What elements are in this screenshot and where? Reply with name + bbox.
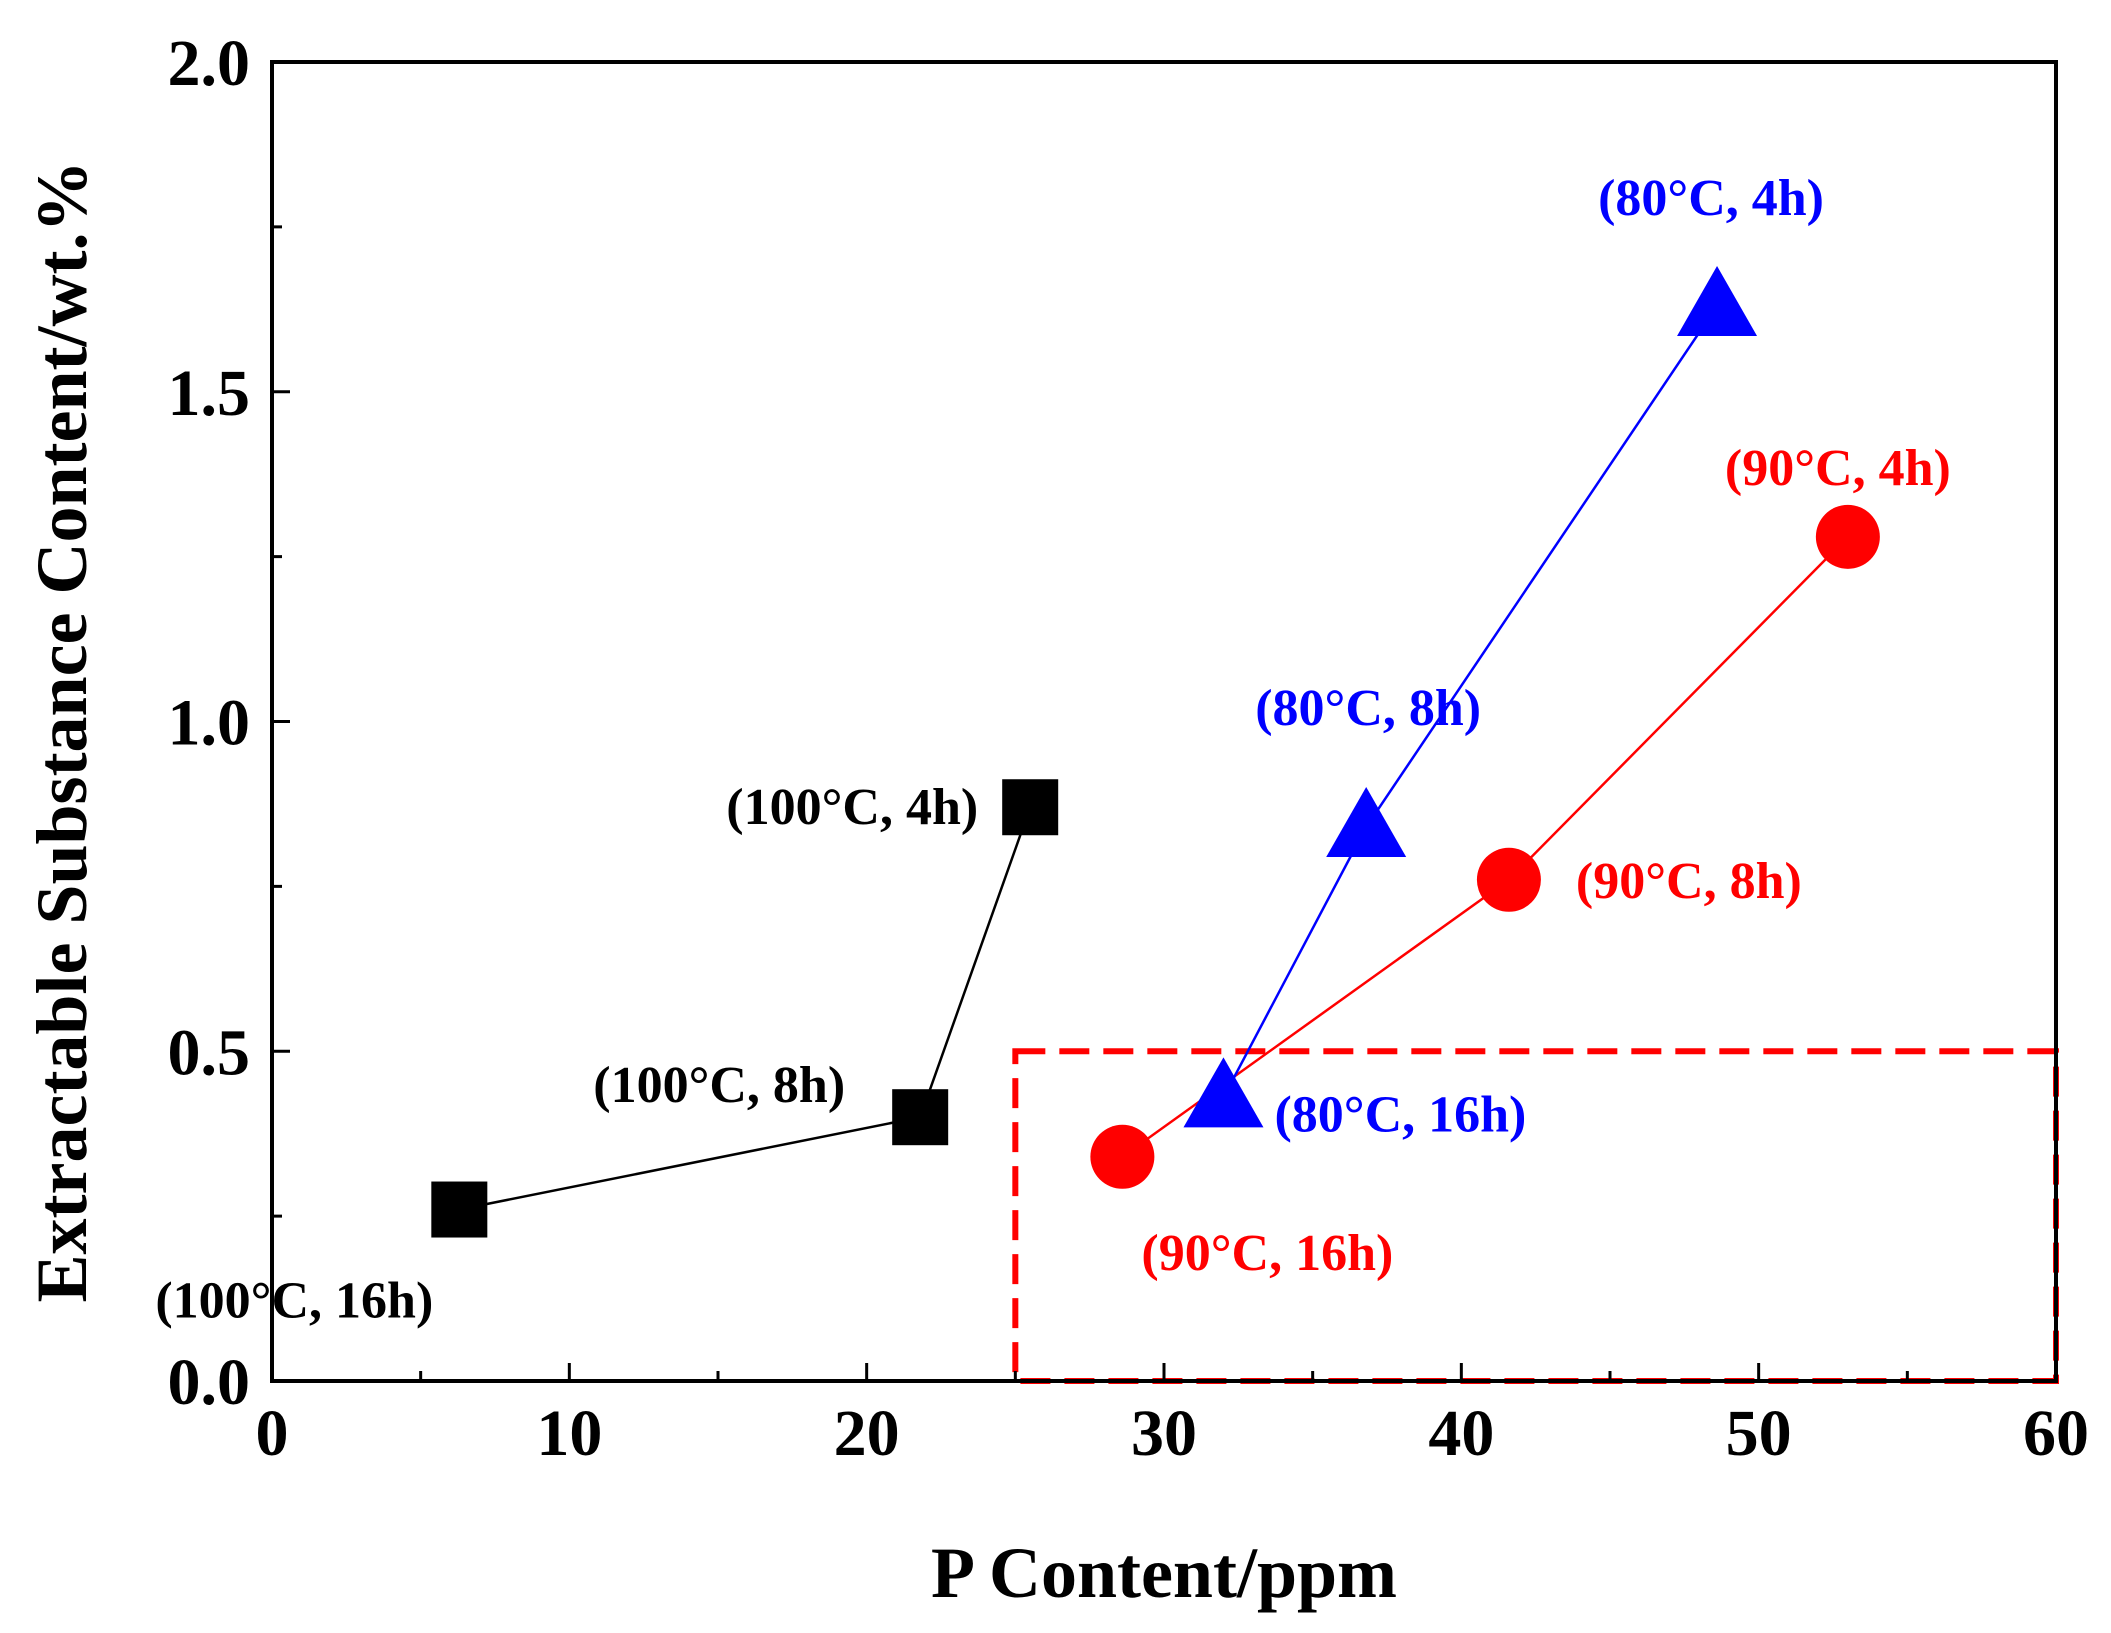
series-triangle-line-segment-2 [1365,305,1719,828]
triangle-point-label-1: (80°C, 16h) [1274,1086,1526,1143]
x-tick-label-5: 50 [1726,1397,1792,1470]
y-tick-label-0: 0.0 [168,1346,251,1419]
x-tick-label-4: 40 [1428,1397,1494,1470]
circle-marker-1 [1090,1124,1155,1189]
series-circle-line-segment-2 [1508,535,1849,881]
triangle-marker-3 [1677,266,1758,337]
x-tick-label-1: 10 [536,1397,602,1470]
square-point-label-2: (100°C, 8h) [593,1057,845,1114]
triangle-marker-2 [1326,787,1407,858]
square-point-label-3: (100°C, 4h) [726,779,978,836]
circle-point-label-1: (90°C, 16h) [1141,1225,1393,1282]
series-square-line-segment-1 [459,1115,921,1211]
triangle-point-label-3: (80°C, 4h) [1598,170,1824,227]
y-tick-label-4: 2.0 [168,27,251,100]
x-tick-label-0: 0 [256,1397,289,1470]
square-marker-2 [892,1089,949,1146]
square-marker-1 [431,1181,488,1238]
x-axis-title: P Content/ppm [931,1533,1397,1613]
series-square-line-segment-2 [919,806,1032,1118]
y-tick-label-1: 0.5 [168,1016,251,1089]
square-marker-3 [1002,779,1059,836]
x-tick-label-6: 60 [2023,1397,2089,1470]
series-circle-line-segment-1 [1121,878,1510,1158]
circle-marker-3 [1815,504,1880,569]
y-tick-label-2: 1.0 [168,687,251,760]
circle-point-label-3: (90°C, 4h) [1725,440,1951,497]
triangle-point-label-2: (80°C, 8h) [1255,680,1481,737]
square-point-label-1: (100°C, 16h) [155,1273,433,1330]
x-tick-label-2: 20 [834,1397,900,1470]
circle-marker-2 [1476,847,1541,912]
y-axis-title: Extractable Substance Content/wt.% [22,161,102,1303]
y-tick-label-3: 1.5 [168,357,251,430]
series-triangle-line-segment-1 [1222,826,1368,1098]
x-tick-label-3: 30 [1131,1397,1197,1470]
triangle-marker-1 [1183,1057,1264,1128]
circle-point-label-2: (90°C, 8h) [1576,853,1802,910]
